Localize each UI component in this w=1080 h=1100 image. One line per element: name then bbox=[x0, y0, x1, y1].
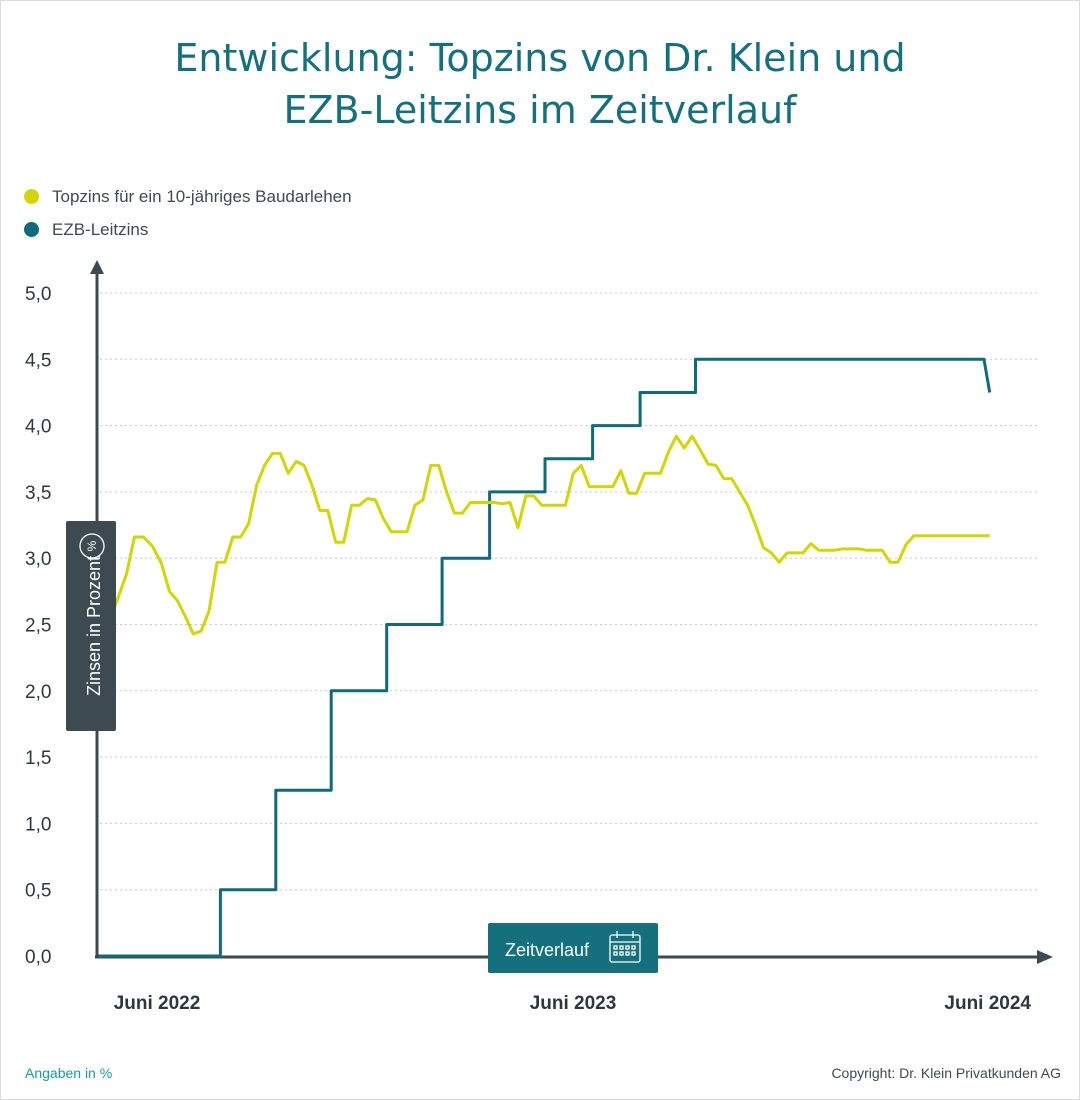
y-tick-label: 4,0 bbox=[25, 417, 51, 438]
legend-item-topzins: Topzins für ein 10-jähriges Baudarlehen bbox=[24, 180, 352, 213]
y-tick-label: 1,5 bbox=[25, 748, 51, 769]
percent-icon-glyph: % bbox=[85, 540, 99, 551]
legend-label-topzins: Topzins für ein 10-jähriges Baudarlehen bbox=[52, 186, 352, 206]
y-tick-label: 3,5 bbox=[25, 483, 51, 504]
legend-dot-topzins bbox=[24, 189, 39, 204]
footnote: Angaben in % bbox=[25, 1065, 113, 1081]
x-axis-arrow bbox=[1037, 950, 1053, 964]
y-tick-label: 2,5 bbox=[25, 616, 51, 637]
y-axis-arrow bbox=[90, 260, 104, 274]
x-tick-label: Juni 2022 bbox=[114, 993, 201, 1014]
legend-label-ezb: EZB-Leitzins bbox=[52, 219, 149, 239]
x-axis-label-box: Zeitverlauf bbox=[488, 923, 658, 973]
chart-title: Entwicklung: Topzins von Dr. Klein und E… bbox=[0, 32, 1080, 136]
title-line-1: Entwicklung: Topzins von Dr. Klein und bbox=[174, 36, 906, 80]
y-tick-label: 0,5 bbox=[25, 881, 51, 902]
x-tick-label: Juni 2024 bbox=[944, 993, 1031, 1014]
y-tick-label: 2,0 bbox=[25, 682, 51, 703]
legend: Topzins für ein 10-jähriges Baudarlehen … bbox=[24, 180, 352, 246]
y-tick-label: 4,5 bbox=[25, 350, 51, 371]
x-axis-label: Zeitverlauf bbox=[505, 940, 590, 960]
y-tick-label: 5,0 bbox=[25, 284, 51, 305]
percent-icon bbox=[79, 533, 105, 559]
y-tick-labels: 5,0 4,5 4,0 3,5 3,0 2,5 2,0 1,5 1,0 0,5 0,0 bbox=[25, 284, 51, 968]
y-tick-label: 3,0 bbox=[25, 549, 51, 570]
x-tick-labels: Juni 2022 Juni 2023 Juni 2024 bbox=[114, 993, 1032, 1014]
calendar-icon bbox=[609, 931, 641, 963]
series-line-topzins bbox=[98, 434, 990, 636]
gridlines bbox=[100, 292, 1038, 891]
y-tick-label: 0,0 bbox=[25, 947, 51, 968]
legend-item-ezb: EZB-Leitzins bbox=[24, 213, 352, 246]
y-tick-label: 1,0 bbox=[25, 814, 51, 835]
copyright: Copyright: Dr. Klein Privatkunden AG bbox=[831, 1065, 1061, 1081]
y-axis-label: Zinsen in Prozent bbox=[84, 556, 104, 696]
series-line-ezb bbox=[98, 357, 992, 958]
x-tick-label: Juni 2023 bbox=[530, 993, 617, 1014]
y-axis-label-box: Zinsen in Prozent % bbox=[66, 521, 116, 731]
legend-dot-ezb bbox=[24, 222, 39, 237]
title-line-2: EZB-Leitzins im Zeitverlauf bbox=[283, 88, 797, 132]
